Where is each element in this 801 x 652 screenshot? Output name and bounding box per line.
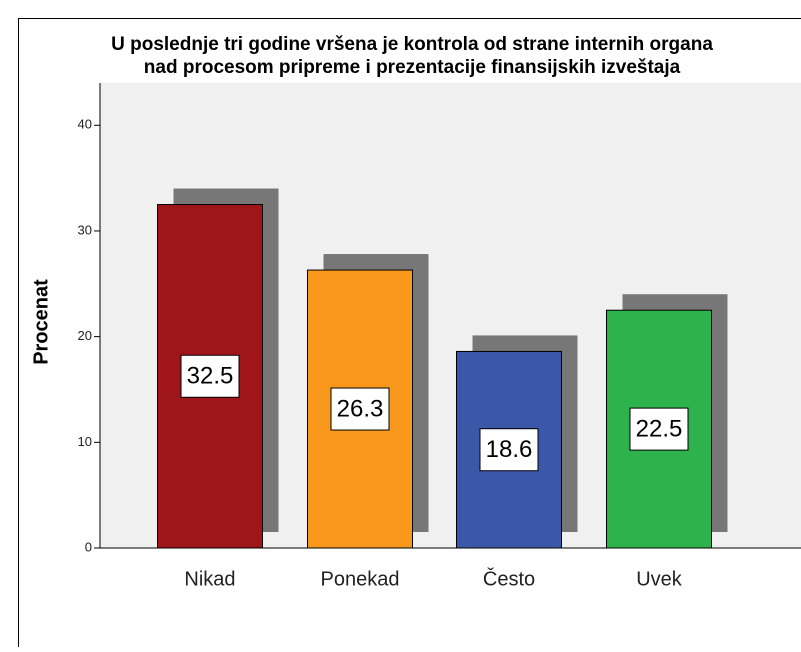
value-label-box <box>479 428 539 472</box>
x-tick-label: Uvek <box>636 568 683 590</box>
value-label: 18.6 <box>486 436 533 463</box>
y-tick-label: 0 <box>85 539 92 554</box>
x-tick-label: Često <box>483 567 535 590</box>
chart-title: nad procesom pripreme i prezentacije fin… <box>144 57 681 78</box>
value-label: 22.5 <box>636 415 683 442</box>
y-tick-label: 40 <box>78 117 92 132</box>
x-tick-label: Nikad <box>184 568 235 590</box>
y-tick-label: 10 <box>78 434 92 449</box>
y-tick-label: 20 <box>78 328 92 343</box>
y-tick-label: 30 <box>78 222 92 237</box>
y-axis-label: Procenat <box>30 279 52 365</box>
value-label-box <box>629 407 689 451</box>
value-label: 32.5 <box>187 363 234 390</box>
x-tick-label: Ponekad <box>321 568 400 590</box>
chart-title: U poslednje tri godine vršena je kontrol… <box>111 34 713 55</box>
value-label: 26.3 <box>337 395 384 422</box>
value-label-box <box>180 354 240 398</box>
value-label-box <box>330 387 390 431</box>
